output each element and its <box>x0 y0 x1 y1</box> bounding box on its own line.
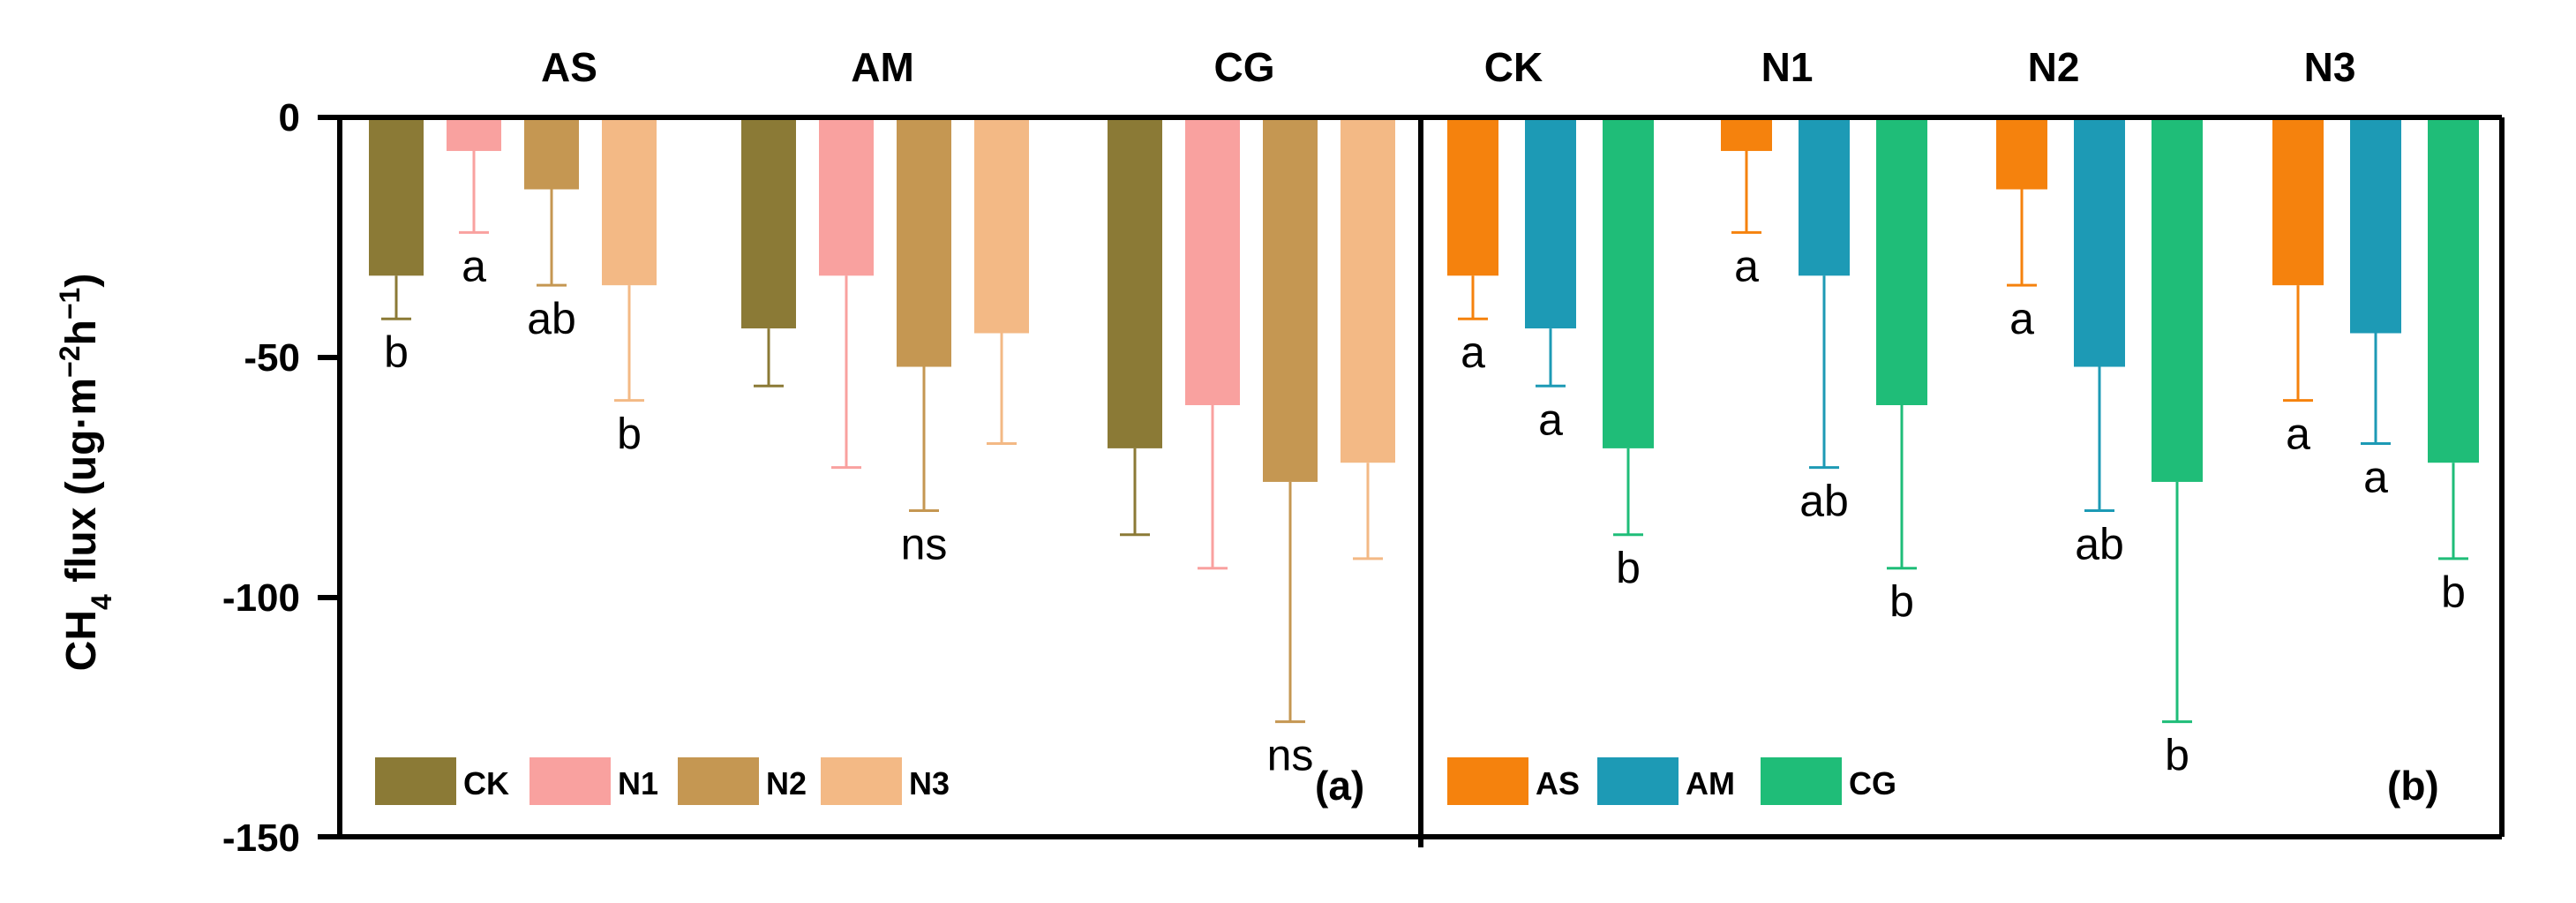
bar <box>1996 117 2047 190</box>
significance-label: a <box>2009 294 2034 343</box>
ylabel-ch: CH <box>58 610 105 671</box>
bar <box>2428 117 2479 463</box>
group-label: AM <box>851 44 914 90</box>
significance-label: a <box>462 241 486 290</box>
significance-label: b <box>617 410 642 459</box>
group-label: AS <box>541 44 597 90</box>
significance-label: b <box>1889 577 1914 627</box>
significance-label: b <box>1616 544 1641 593</box>
significance-label: b <box>2165 731 2189 780</box>
significance-label: a <box>1538 395 1563 444</box>
y-tick-label: -150 <box>222 816 300 860</box>
ylabel-end: ) <box>58 274 105 288</box>
legend-swatch <box>1447 757 1528 805</box>
legend-swatch <box>375 757 456 805</box>
panel-tag: (b) <box>2387 763 2439 809</box>
significance-label: a <box>1734 241 1759 290</box>
significance-label: a <box>2363 452 2388 501</box>
legend-swatch <box>1597 757 1679 805</box>
bar <box>2152 117 2203 482</box>
bar <box>1341 117 1395 463</box>
bar <box>897 117 951 367</box>
group-label: CK <box>1484 44 1543 90</box>
legend-swatch <box>678 757 759 805</box>
significance-label: a <box>2286 410 2310 459</box>
legend-label: N2 <box>766 765 807 801</box>
y-tick-label: 0 <box>279 96 300 139</box>
bar <box>1185 117 1240 405</box>
bar <box>602 117 657 286</box>
significance-label: a <box>1461 327 1485 377</box>
legend-swatch <box>529 757 611 805</box>
significance-label: b <box>384 327 409 377</box>
significance-label: ab <box>1799 477 1849 526</box>
bar <box>1876 117 1927 405</box>
panel-tag: (a) <box>1315 763 1364 809</box>
ylabel-sup1: −2 <box>54 345 86 377</box>
legend-label: N3 <box>909 765 950 801</box>
group-label: N3 <box>2304 44 2356 90</box>
chart-frame <box>318 115 2505 847</box>
bar <box>447 117 501 152</box>
legend-label: CG <box>1849 765 1896 801</box>
bar <box>369 117 424 276</box>
y-axis-title: CH4 flux (ug·m−2h−1) <box>54 274 117 672</box>
group-label: N1 <box>1761 44 1814 90</box>
bar <box>819 117 874 276</box>
bar <box>2272 117 2324 286</box>
ylabel-rest: flux (ug·m <box>58 378 105 594</box>
bar <box>1263 117 1318 482</box>
y-tick-label: -100 <box>222 576 300 620</box>
ylabel-sub: 4 <box>86 594 117 610</box>
legend-label: CK <box>463 765 509 801</box>
bar <box>1721 117 1772 152</box>
legend-label: AM <box>1686 765 1735 801</box>
y-tick-labels: 0 -50 -100 -150 <box>222 96 300 860</box>
bar <box>2350 117 2401 334</box>
ylabel-sup2: −1 <box>54 288 86 320</box>
bar <box>2074 117 2125 367</box>
significance-label: ns <box>901 520 948 569</box>
svg-text:CH4 flux (ug·m−2h−1): CH4 flux (ug·m−2h−1) <box>54 274 117 672</box>
bar <box>1108 117 1162 448</box>
group-label: CG <box>1214 44 1275 90</box>
bar <box>1603 117 1654 448</box>
ylabel-mid: h <box>58 320 105 345</box>
significance-label: ns <box>1267 731 1314 780</box>
bar <box>524 117 579 190</box>
bar <box>741 117 796 329</box>
bar <box>1525 117 1576 329</box>
bar <box>1447 117 1498 276</box>
legend-label: AS <box>1536 765 1580 801</box>
bar <box>974 117 1029 334</box>
bar <box>1799 117 1850 276</box>
group-label: N2 <box>2028 44 2080 90</box>
significance-label: ab <box>527 294 576 343</box>
y-tick-label: -50 <box>244 336 300 380</box>
legend-swatch <box>1761 757 1842 805</box>
significance-label: ab <box>2075 520 2124 569</box>
significance-label: b <box>2441 568 2466 617</box>
legend-swatch <box>821 757 902 805</box>
legend-label: N1 <box>618 765 658 801</box>
panel-a: AS AM CG b aab ns ns b CK N1 N2 N3 (a) <box>369 44 1395 809</box>
